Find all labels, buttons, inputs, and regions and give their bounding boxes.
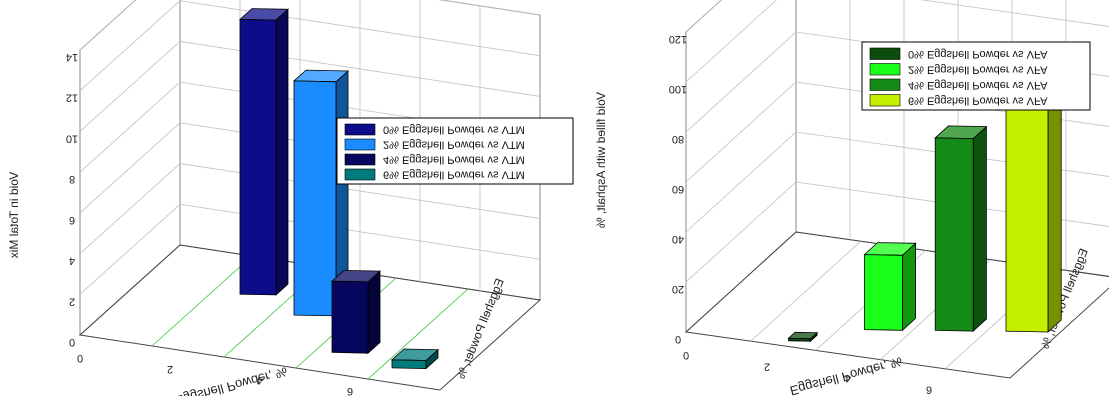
- side-wall-gridline: [685, 31, 797, 133]
- y-tick-label: 6: [69, 214, 75, 226]
- side-wall-gridline: [685, 181, 797, 283]
- side-wall-gridline: [685, 131, 797, 233]
- bar-side: [275, 8, 289, 296]
- legend-swatch: [869, 63, 901, 76]
- y-tick-label: 120: [669, 33, 687, 45]
- bar-front: [293, 80, 337, 317]
- bar-1: [787, 331, 819, 343]
- side-wall-gridline: [685, 81, 797, 183]
- legend: 0% Eggshell Powder vs VTM 2% Eggshell Pow…: [336, 117, 574, 185]
- side-wall-gridline: [79, 0, 181, 92]
- y-tick-label: 0: [675, 333, 681, 345]
- bar-side: [367, 270, 381, 355]
- side-wall-gridline: [79, 0, 137, 51]
- bar-front: [239, 18, 277, 296]
- side-wall-gridline: [79, 41, 181, 132]
- floor: [684, 231, 1109, 379]
- bar-front: [1005, 80, 1049, 333]
- floor-gridline: [750, 240, 862, 342]
- legend-label: 6% Eggshell Powder vs VFA: [908, 94, 1048, 106]
- legend-label: 0% Eggshell Powder vs VFA: [908, 48, 1048, 60]
- legend-label: 4% Eggshell Powder vs VTM: [383, 154, 525, 166]
- legend-swatch: [344, 153, 376, 166]
- y-tick-label: 10: [66, 132, 78, 144]
- legend-label: 2% Eggshell Powder vs VFA: [908, 63, 1048, 75]
- bar-1: [238, 8, 290, 296]
- y-tick-label: 60: [672, 183, 684, 195]
- side-wall-gridline: [79, 163, 181, 254]
- x-tick-label: 0: [683, 349, 689, 361]
- y-tick-label: 2: [69, 295, 75, 307]
- legend-box: [336, 117, 574, 185]
- legend-swatch: [344, 168, 376, 181]
- y-axis-label: Void filled with Asphalt, %: [594, 92, 608, 228]
- chart-1: 0246810121402468Void in Total MixEggshel…: [7, 0, 574, 396]
- x-tick-label: 0: [77, 352, 83, 364]
- legend-label: 6% Eggshell Powder vs VTM: [383, 169, 525, 181]
- y-tick-label: 40: [672, 233, 684, 245]
- y-tick-label: 20: [672, 283, 684, 295]
- side-wall-gridline: [685, 0, 777, 83]
- bar-front: [864, 254, 903, 331]
- floor-gridline: [367, 288, 469, 380]
- chart-2: 02040608010012002468Void filled with Asp…: [594, 0, 1109, 396]
- bar-front: [788, 337, 811, 342]
- x-tick-label: 6: [347, 385, 353, 396]
- bar-3: [330, 269, 382, 355]
- legend: 0% Eggshell Powder vs VFA 2% Eggshell Pow…: [861, 41, 1091, 111]
- y-tick-label: 14: [66, 51, 78, 63]
- legend-label: 2% Eggshell Powder vs VTM: [383, 139, 525, 151]
- x-axis-label: Eggshell Powder, %: [788, 354, 904, 396]
- bar-front: [391, 359, 427, 370]
- x-axis-label: Eggshell Powder, %: [173, 364, 289, 396]
- x-tick-label: 6: [926, 384, 932, 396]
- y-tick-label: 8: [69, 173, 75, 185]
- bar-front: [934, 137, 974, 332]
- bar-side: [972, 125, 987, 333]
- y-tick-label: 100: [669, 83, 687, 95]
- x-tick-label: 4: [845, 372, 851, 384]
- legend-swatch: [344, 123, 376, 136]
- y-tick-label: 12: [66, 92, 78, 104]
- legend-label: 4% Eggshell Powder vs VFA: [908, 79, 1048, 91]
- y-tick-label: 0: [69, 336, 75, 348]
- side-wall-gridline: [79, 203, 181, 295]
- y-tick-label: 80: [672, 133, 684, 145]
- legend-label: 0% Eggshell Powder vs VTM: [383, 124, 525, 136]
- back-wall-gridline: [919, 0, 1109, 27]
- legend-swatch: [869, 78, 901, 91]
- legend-swatch: [869, 47, 901, 60]
- x-tick-label: 2: [764, 361, 770, 373]
- y-tick-label: 4: [69, 255, 75, 267]
- side-wall-gridline: [79, 81, 181, 173]
- x-tick-label: 2: [167, 363, 173, 375]
- floor: [78, 244, 542, 391]
- y-axis-label: Void in Total Mix: [7, 172, 21, 259]
- bar-2: [863, 242, 917, 332]
- bar-4: [390, 348, 440, 370]
- legend-swatch: [869, 94, 901, 107]
- legend-swatch: [344, 138, 376, 151]
- floor-gridline: [151, 255, 253, 347]
- z-axis-label: Eggshell Powder, %: [454, 276, 507, 381]
- bar-3: [934, 125, 988, 333]
- bar-side: [902, 242, 916, 332]
- side-wall-gridline: [685, 0, 722, 33]
- x-tick-label: 4: [257, 374, 263, 386]
- side-wall-gridline: [79, 122, 181, 214]
- bar-2: [292, 69, 350, 317]
- bar-front: [331, 280, 369, 354]
